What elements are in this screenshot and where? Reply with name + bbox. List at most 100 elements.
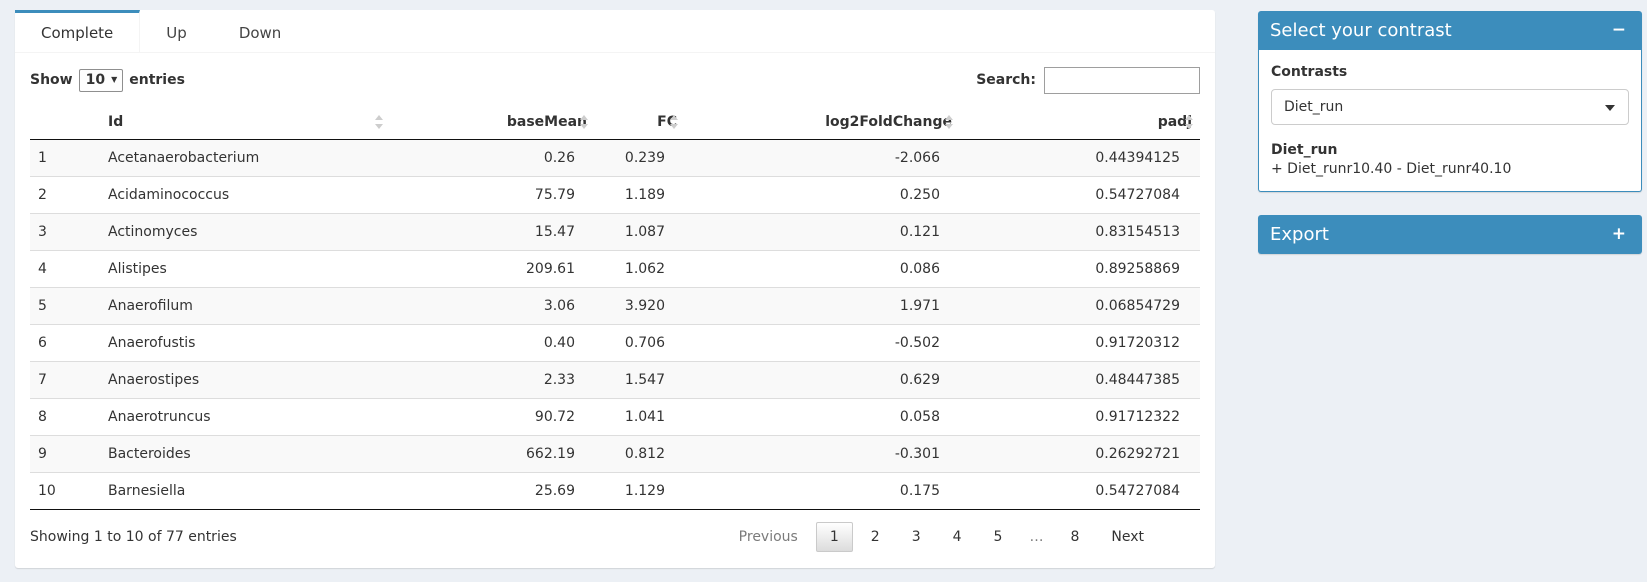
page-length-select[interactable]: 10 ▼ [78,68,124,92]
pagination: Previous 1 2 3 4 5 … 8 Next [721,522,1158,552]
column-header-padj[interactable]: padj [960,105,1200,140]
sort-both-icon [1185,115,1194,129]
page-button-5[interactable]: 5 [993,529,1003,545]
page-length-control: Show 10 ▼ entries [30,68,185,92]
page-button-4[interactable]: 4 [952,529,962,545]
tab-complete[interactable]: Complete [15,10,141,52]
column-header-fc[interactable]: FC [595,105,685,140]
page-button-2[interactable]: 2 [870,529,880,545]
table-row[interactable]: 8 Anaerotruncus 90.72 1.041 0.058 0.91712322 [30,398,1200,436]
cell-baseMean: 209.61 [390,250,595,288]
table-row[interactable]: 4 Alistipes 209.61 1.062 0.086 0.89258869 [30,250,1200,288]
collapse-minus-icon[interactable]: − [1611,20,1626,40]
page-button-3[interactable]: 3 [911,529,921,545]
column-label: padj [1157,114,1192,130]
cell-num: 7 [30,361,100,399]
collapse-plus-icon[interactable]: + [1611,224,1626,244]
cell-num: 5 [30,287,100,325]
cell-fc: 3.920 [595,287,685,325]
cell-id: Anaerotruncus [100,398,390,436]
table-controls: Show 10 ▼ entries Search: [30,65,1200,95]
cell-num: 9 [30,435,100,473]
cell-num: 6 [30,324,100,362]
cell-fc: 1.547 [595,361,685,399]
cell-baseMean: 25.69 [390,472,595,510]
cell-baseMean: 3.06 [390,287,595,325]
cell-log2fc: -0.301 [685,435,960,473]
tab-down[interactable]: Down [238,23,282,42]
cell-baseMean: 90.72 [390,398,595,436]
cell-fc: 0.239 [624,150,665,166]
column-label: Id [108,114,124,130]
column-label: log2FoldChange [825,114,952,130]
cell-id: Bacteroides [100,435,390,473]
contrast-box-header[interactable]: Select your contrast − [1258,11,1642,50]
cell-id: Acetanaerobacterium [108,150,260,166]
page-button-8[interactable]: 8 [1070,529,1080,545]
cell-log2fc: 0.175 [685,472,960,510]
page-button-1[interactable]: 1 [815,522,853,552]
table-body: 1 Acetanaerobacterium 0.26 0.239 -2.066 0.443… [30,139,1200,510]
export-box: Export + [1258,215,1642,254]
table-row[interactable]: 10 Barnesiella 25.69 1.129 0.175 0.54727084 [30,472,1200,510]
pagination-ellipsis: … [1029,529,1044,545]
cell-padj: 0.83154513 [960,213,1200,251]
cell-fc: 1.189 [595,176,685,214]
cell-id: Acidaminococcus [100,176,390,214]
cell-baseMean: 15.47 [390,213,595,251]
contrast-select[interactable]: Diet_run [1271,89,1629,125]
column-header-baseMean[interactable]: baseMean [390,105,595,140]
table-row[interactable]: 5 Anaerofilum 3.06 3.920 1.971 0.06854729 [30,287,1200,325]
column-label: baseMean [506,114,587,130]
cell-log2fc: 0.086 [685,250,960,288]
table-row[interactable]: 7 Anaerostipes 2.33 1.547 0.629 0.48447385 [30,361,1200,399]
results-panel: Complete Up Down Show 10 ▼ entries Search:… [15,10,1215,568]
cell-baseMean: 662.19 [390,435,595,473]
results-table: Id baseMean FC log2FoldChange padj 1 Acetanae… [30,105,1200,510]
contrast-box: Select your contrast − Contrasts Diet_ru… [1258,11,1642,192]
table-row[interactable]: 9 Bacteroides 662.19 0.812 -0.301 0.26292721 [30,435,1200,473]
previous-button[interactable]: Previous [738,529,798,545]
next-button[interactable]: Next [1111,529,1144,545]
search-input[interactable] [1044,66,1200,94]
cell-fc: 0.812 [595,435,685,473]
export-box-header[interactable]: Export + [1258,215,1642,254]
show-label: Show [30,72,73,88]
column-header-id[interactable]: Id [100,105,390,140]
cell-log2fc: 0.058 [685,398,960,436]
cell-log2fc: 1.971 [685,287,960,325]
cell-num: 3 [30,213,100,251]
cell-padj: 0.54727084 [960,472,1200,510]
cell-baseMean: 0.40 [390,324,595,362]
cell-id: Anaerostipes [100,361,390,399]
table-footer: Showing 1 to 10 of 77 entries Previous 1… [30,522,1200,552]
export-box-title: Export [1270,224,1329,245]
cell-baseMean: 75.79 [390,176,595,214]
contrast-box-body: Contrasts Diet_run Diet_run + Diet_runr1… [1258,50,1642,192]
tab-nav: Complete Up Down [15,10,1215,53]
table-row[interactable]: 6 Anaerofustis 0.40 0.706 -0.502 0.91720312 [30,324,1200,362]
cell-id: Barnesiella [100,472,390,510]
cell-fc: 1.062 [595,250,685,288]
column-header-log2fc[interactable]: log2FoldChange [685,105,960,140]
tab-up[interactable]: Up [166,23,187,42]
table-row[interactable]: 3 Actinomyces 15.47 1.087 0.121 0.83154513 [30,213,1200,251]
cell-id: Alistipes [100,250,390,288]
cell-padj: 0.54727084 [960,176,1200,214]
table-row[interactable]: 2 Acidaminococcus 75.79 1.189 0.250 0.5472708… [30,176,1200,214]
cell-baseMean: 2.33 [390,361,595,399]
cell-padj: 0.91712322 [960,398,1200,436]
search-control: Search: [976,66,1200,94]
sort-both-icon [670,115,679,129]
cell-id: Anaerofilum [100,287,390,325]
cell-log2fc: 0.629 [685,361,960,399]
table-row[interactable]: 1 Acetanaerobacterium 0.26 0.239 -2.066 0.443… [30,139,1200,177]
contrast-box-title: Select your contrast [1270,20,1452,41]
cell-num: 2 [30,176,100,214]
chevron-down-icon [1605,105,1615,111]
entries-label: entries [129,72,185,88]
cell-fc: 1.129 [595,472,685,510]
contrast-detail-formula: + Diet_runr10.40 - Diet_runr40.10 [1271,161,1512,177]
sort-both-icon [580,115,589,129]
contrast-select-value: Diet_run [1284,99,1344,115]
